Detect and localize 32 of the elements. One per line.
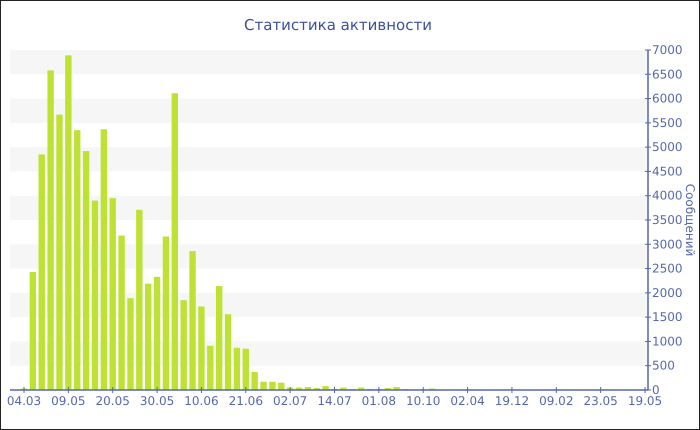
y-tick-label: 7000 — [652, 43, 683, 57]
y-tick-label: 2500 — [652, 262, 683, 276]
y-tick-label: 1500 — [652, 310, 683, 324]
x-tick-label: 19.12 — [494, 394, 530, 408]
y-tick-label: 1000 — [652, 334, 683, 348]
y-tick-label: 0 — [652, 383, 660, 397]
x-tick-label: 02.04 — [450, 394, 485, 408]
x-tick-label: 30.05 — [140, 394, 174, 408]
y-tick-label: 3000 — [652, 237, 683, 252]
y-tick-label: 5000 — [652, 140, 683, 154]
x-tick-label: 09.02 — [539, 394, 574, 408]
y-tick-label: 6500 — [652, 67, 683, 82]
y-tick-label: 500 — [652, 358, 675, 373]
y-tick-label: 2000 — [652, 286, 683, 300]
x-tick-label: 23.05 — [583, 394, 618, 408]
x-tick-label: 01.08 — [362, 394, 396, 408]
x-tick-label: 21.06 — [228, 394, 263, 408]
x-tick-label: 20.05 — [96, 394, 130, 408]
x-tick-label: 10.10 — [406, 394, 440, 408]
y-tick-label: 4500 — [652, 164, 683, 178]
y-tick-label: 4000 — [652, 188, 683, 203]
x-tick-label: 19.05 — [628, 394, 662, 408]
x-tick-label: 14.07 — [317, 394, 352, 408]
y-tick-label: 6000 — [652, 92, 683, 106]
y-tick-label: 3500 — [652, 213, 683, 227]
chart-title: Статистика активности — [244, 16, 432, 34]
y-tick-label: 5500 — [652, 116, 683, 130]
y-axis-title: Сообщений — [683, 184, 697, 256]
x-tick-label: 09.05 — [51, 394, 86, 408]
x-tick-label: 04.03 — [6, 394, 42, 408]
x-tick-label: 10.06 — [184, 394, 219, 408]
x-tick-label: 02.07 — [272, 394, 308, 408]
